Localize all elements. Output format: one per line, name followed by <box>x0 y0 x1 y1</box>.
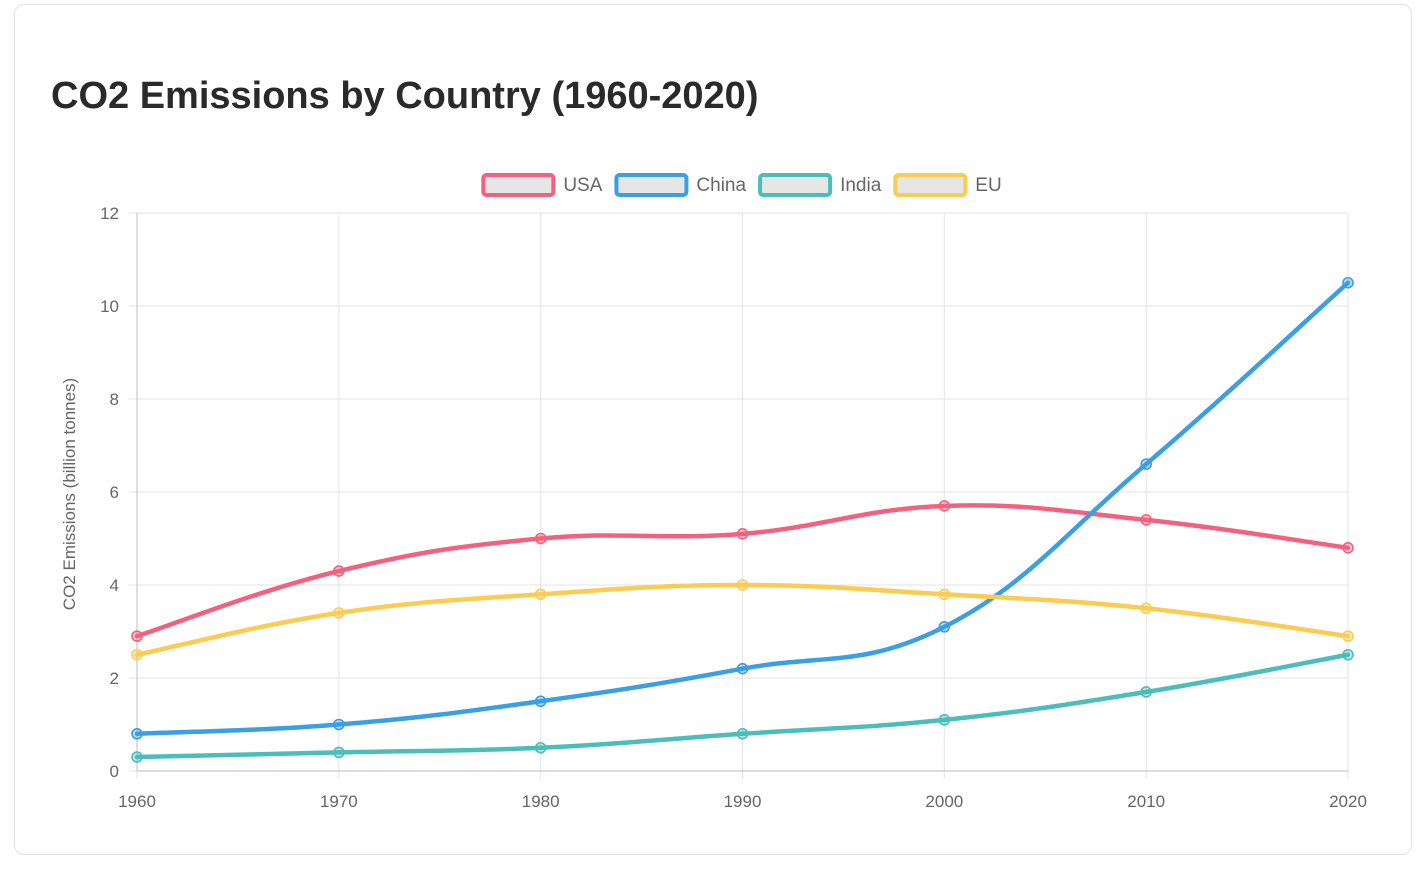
data-point-china[interactable] <box>1140 458 1152 470</box>
y-tick-label: 12 <box>100 204 119 223</box>
series-china <box>131 276 1354 740</box>
y-tick-label: 10 <box>100 297 119 316</box>
series-usa <box>131 500 1354 642</box>
data-point-india[interactable] <box>131 751 143 763</box>
data-point-china[interactable] <box>1342 276 1354 289</box>
series-line-eu <box>134 582 1351 657</box>
legend-label: India <box>840 175 882 196</box>
data-point-china[interactable] <box>333 718 345 731</box>
data-point-usa[interactable] <box>534 532 547 545</box>
series-eu <box>131 579 1354 661</box>
data-point-china[interactable] <box>938 621 951 633</box>
legend-label: EU <box>975 175 1001 196</box>
data-point-usa[interactable] <box>333 565 345 577</box>
data-point-india[interactable] <box>938 714 951 726</box>
data-point-eu[interactable] <box>333 607 345 619</box>
data-point-eu[interactable] <box>534 588 547 601</box>
data-point-eu[interactable] <box>1342 630 1354 642</box>
x-tick-label: 1990 <box>724 792 762 811</box>
x-tick-label: 1980 <box>522 792 560 811</box>
x-tick-label: 2020 <box>1329 792 1367 811</box>
data-point-eu[interactable] <box>938 588 951 601</box>
y-axis-title: CO2 Emissions (billion tonnes) <box>60 378 79 610</box>
y-tick-label: 8 <box>110 390 119 409</box>
series-line-china <box>134 280 1351 737</box>
series-lines <box>131 276 1354 763</box>
data-point-china[interactable] <box>736 662 749 675</box>
series-line-usa <box>134 503 1351 639</box>
data-point-india[interactable] <box>333 746 345 759</box>
data-point-usa[interactable] <box>131 630 143 642</box>
series-india <box>131 648 1354 763</box>
data-point-eu[interactable] <box>1140 602 1152 615</box>
legend-swatch <box>893 173 968 197</box>
legend-item-china[interactable]: China <box>614 173 746 197</box>
legend-item-usa[interactable]: USA <box>481 173 603 197</box>
data-point-usa[interactable] <box>736 528 749 540</box>
grid-lines <box>129 212 1349 779</box>
legend-swatch <box>758 173 833 197</box>
chart-title: CO2 Emissions by Country (1960-2020) <box>51 75 759 117</box>
x-tick-label: 1970 <box>320 792 358 811</box>
data-point-usa[interactable] <box>1342 541 1354 554</box>
axes: 1960 1970 1980 1990 2000 2010 2020 0 2 4 6 8 10 12 CO2… <box>60 204 1367 811</box>
legend-label: China <box>696 175 746 196</box>
data-point-usa[interactable] <box>938 500 951 512</box>
chart-card: CO2 Emissions by Country (1960-2020) <box>14 4 1412 855</box>
data-point-eu[interactable] <box>736 579 749 591</box>
legend-item-eu[interactable]: EU <box>893 173 1002 197</box>
data-point-usa[interactable] <box>1140 514 1152 526</box>
x-tick-label: 2000 <box>925 792 963 811</box>
y-tick-label: 4 <box>110 576 119 595</box>
x-tick-label: 1960 <box>118 792 156 811</box>
legend: USA China India EU <box>481 173 1002 197</box>
legend-label: USA <box>563 175 602 196</box>
data-point-china[interactable] <box>534 695 547 708</box>
legend-item-india[interactable]: India <box>758 173 882 197</box>
y-tick-label: 6 <box>110 483 119 502</box>
data-point-india[interactable] <box>736 727 749 740</box>
x-tick-label: 2010 <box>1127 792 1165 811</box>
data-point-india[interactable] <box>1342 648 1354 661</box>
data-point-china[interactable] <box>131 727 143 740</box>
series-line-india <box>134 652 1351 760</box>
y-tick-label: 2 <box>110 669 119 688</box>
data-point-eu[interactable] <box>131 648 143 661</box>
data-point-india[interactable] <box>1140 686 1152 698</box>
y-tick-label: 0 <box>110 762 119 781</box>
legend-swatch <box>614 173 689 197</box>
legend-swatch <box>481 173 556 197</box>
data-point-india[interactable] <box>534 741 547 754</box>
